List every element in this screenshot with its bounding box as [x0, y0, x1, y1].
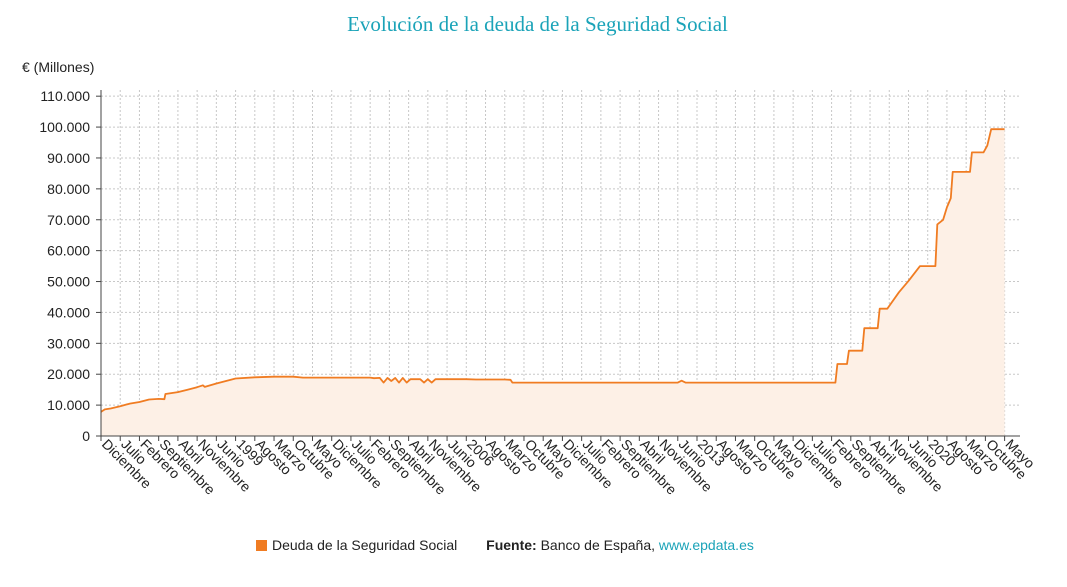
y-tick-label: 0: [82, 428, 90, 444]
source-text: Banco de España,: [540, 537, 656, 553]
source-label: Fuente:: [486, 537, 537, 553]
source-link[interactable]: www.epdata.es: [658, 537, 754, 553]
y-tick-label: 60.000: [47, 243, 90, 259]
y-tick-label: 30.000: [47, 335, 90, 351]
y-tick-label: 10.000: [47, 397, 90, 413]
y-tick-label: 20.000: [47, 366, 90, 382]
legend-swatch: [256, 540, 267, 551]
y-tick-label: 50.000: [47, 274, 90, 290]
y-tick-label: 70.000: [47, 212, 90, 228]
chart-title: Evolución de la deuda de la Seguridad So…: [347, 12, 728, 36]
y-tick-label: 90.000: [47, 150, 90, 166]
y-tick-label: 110.000: [40, 88, 90, 104]
y-tick-label: 80.000: [47, 181, 90, 197]
y-axis-unit-label: € (Millones): [22, 59, 95, 75]
y-tick-label: 100.000: [39, 119, 90, 135]
legend-series-label: Deuda de la Seguridad Social: [272, 537, 458, 553]
y-tick-label: 40.000: [47, 304, 90, 320]
series-area: [101, 129, 1005, 436]
legend: Deuda de la Seguridad Social Fuente: Ban…: [256, 537, 754, 553]
series-line: [100, 128, 1005, 413]
